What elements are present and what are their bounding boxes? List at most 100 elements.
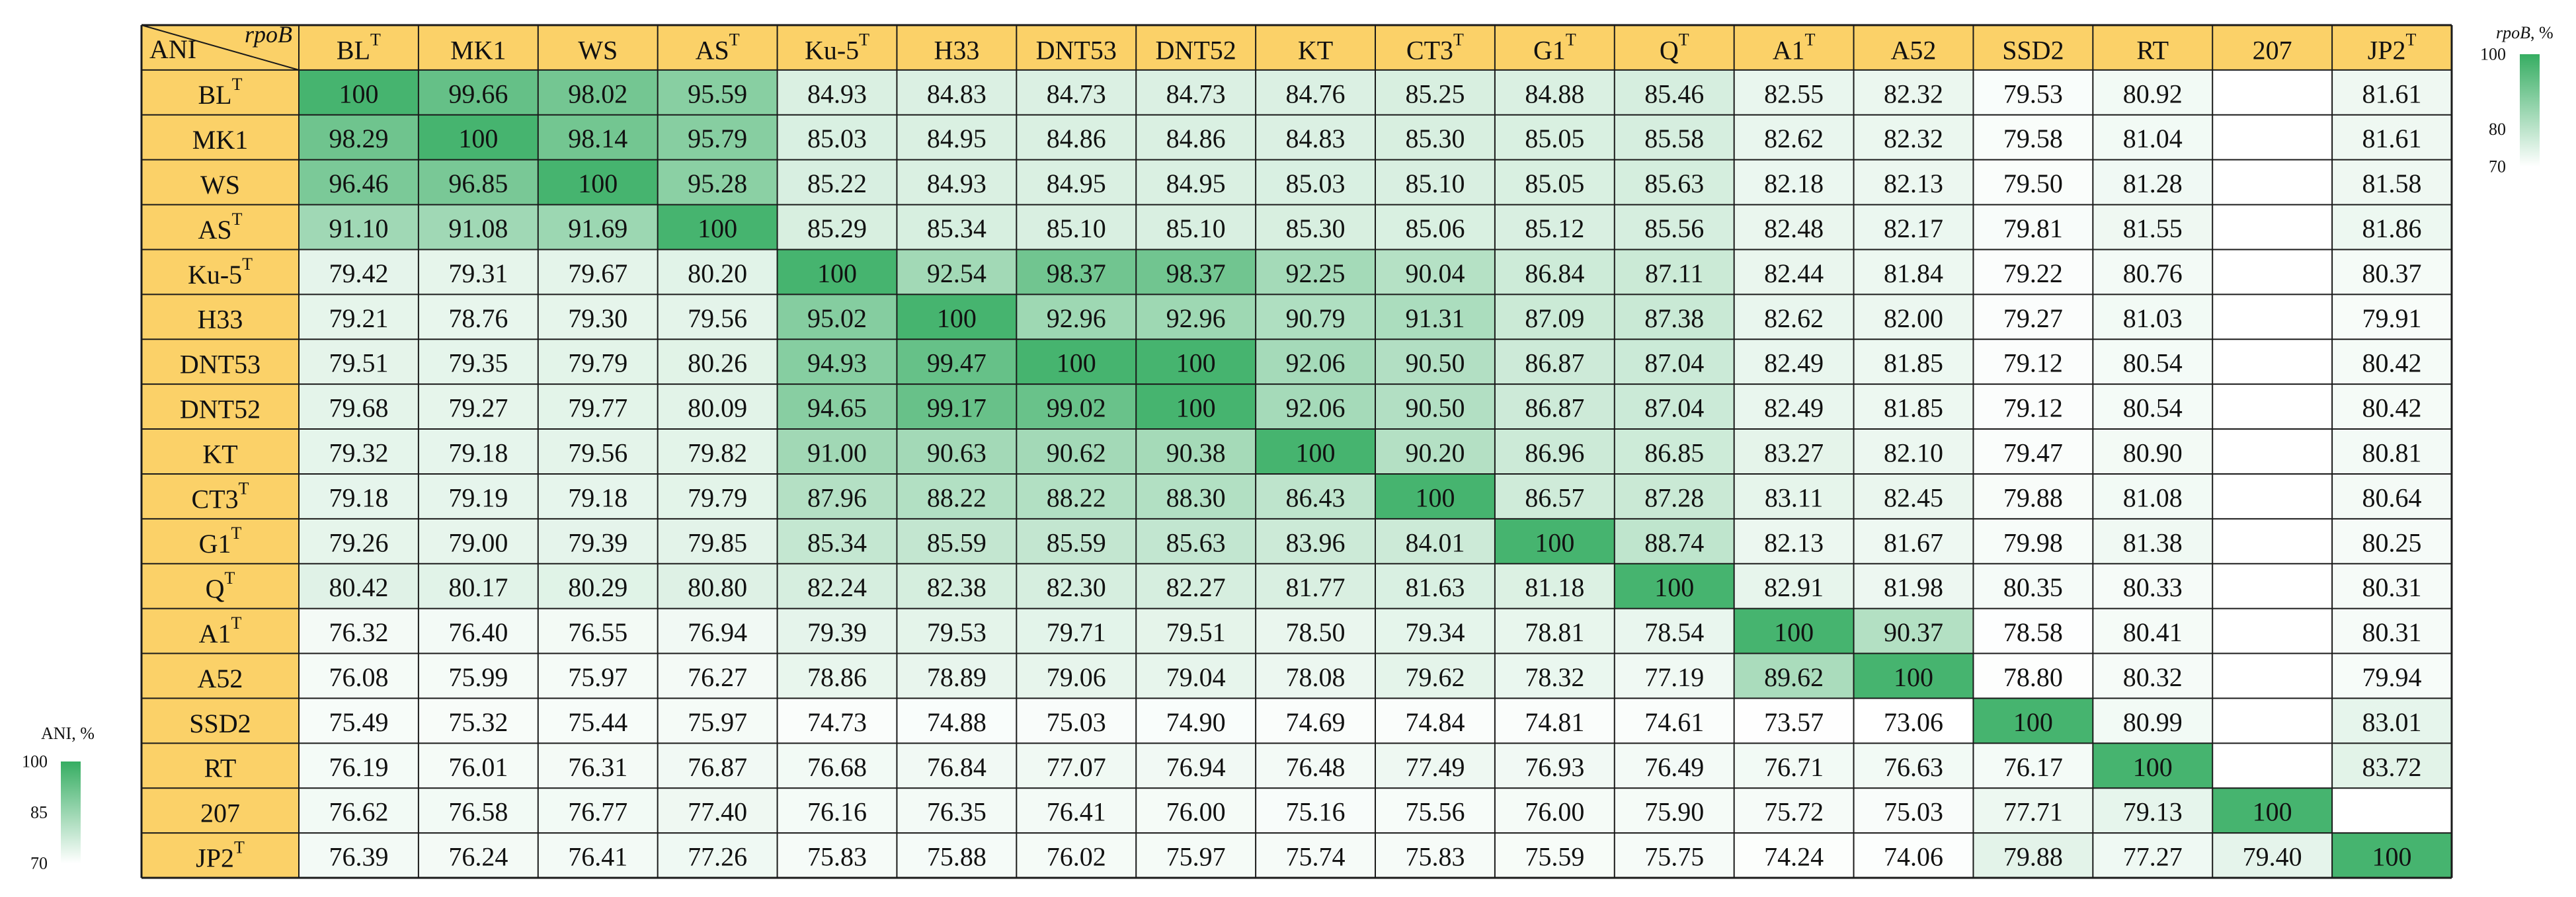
cell-value-label: 96.46 (329, 169, 388, 198)
heatmap-cell (2093, 698, 2213, 744)
row-header-h33: H33 (198, 304, 243, 334)
cell-value-label: 79.22 (2003, 258, 2063, 288)
cell-value-label: 82.13 (1764, 527, 1824, 557)
cell-value-label: 85.34 (807, 527, 867, 557)
cell-value-label: 85.10 (1166, 214, 1226, 243)
heatmap-cell (418, 563, 538, 609)
heatmap-cell (777, 249, 897, 295)
cell-value-label: 100 (339, 79, 378, 108)
cell-value-label: 87.09 (1525, 303, 1584, 333)
cell-value-label: 100 (698, 214, 737, 243)
cell-value-label: 79.67 (568, 258, 627, 288)
column-header-bl: BLT (337, 30, 381, 65)
heatmap-cell (1256, 204, 1375, 250)
cell-value-label: 84.88 (1525, 79, 1584, 108)
heatmap-cell (538, 563, 658, 609)
cell-value-label: 76.41 (1047, 797, 1106, 827)
heatmap-cell (1136, 114, 1256, 160)
heatmap-cell (1256, 563, 1375, 609)
heatmap-cell (1734, 294, 1854, 340)
cell-value-label: 80.20 (688, 258, 747, 288)
heatmap-cell (1136, 249, 1256, 295)
heatmap-cell (1016, 833, 1137, 878)
row-header-rt: RT (204, 753, 237, 783)
row-header-mk1: MK1 (192, 125, 248, 155)
heatmap-cell (418, 294, 538, 340)
heatmap-cell (418, 114, 538, 160)
cell-value-label: 74.73 (807, 707, 867, 737)
heatmap-cell (2332, 788, 2452, 834)
heatmap-cell (1256, 114, 1375, 160)
cell-value-label: 75.97 (688, 707, 747, 737)
heatmap-cell (1853, 788, 1974, 834)
cell-value-label: 100 (1415, 483, 1455, 512)
heatmap-cell (1973, 698, 2093, 744)
cell-value-label: 79.56 (688, 303, 747, 333)
heatmap-cell (538, 518, 658, 564)
heatmap-cell (1614, 339, 1734, 385)
heatmap-cell (299, 384, 419, 430)
heatmap-cell (2212, 788, 2333, 834)
cell-value-label: 85.03 (807, 124, 867, 153)
cell-value-label: 99.17 (927, 393, 986, 423)
column-header-ct3: CT3T (1406, 30, 1464, 65)
cell-value-label: 77.26 (688, 842, 747, 872)
cell-value-label: 87.11 (1645, 258, 1704, 288)
heatmap-cell (777, 743, 897, 789)
cell-value-label: 92.06 (1286, 348, 1346, 378)
heatmap-cell (1734, 743, 1854, 789)
heatmap-cell (1853, 294, 1974, 340)
heatmap-cell (2332, 384, 2452, 430)
cell-value-label: 79.27 (2003, 303, 2063, 333)
cell-value-label: 79.82 (688, 438, 747, 468)
heatmap-cell (299, 563, 419, 609)
heatmap-cell (1853, 653, 1974, 699)
cell-value-label: 80.76 (2123, 258, 2183, 288)
cell-value-label: 90.37 (1884, 617, 1943, 647)
cell-value-label: 79.51 (329, 348, 388, 378)
heatmap-cell (1853, 833, 1974, 878)
heatmap-cell (1614, 69, 1734, 115)
cell-value-label: 99.47 (927, 348, 986, 378)
cell-value-label: 81.85 (1884, 348, 1943, 378)
cell-value-label: 85.56 (1644, 214, 1704, 243)
heatmap-cell (657, 384, 778, 430)
heatmap-cell (1734, 653, 1854, 699)
heatmap-cell (2093, 429, 2213, 474)
cell-value-label: 76.35 (927, 797, 986, 827)
heatmap-cell (1973, 384, 2093, 430)
cell-value-label: 79.88 (2003, 842, 2063, 872)
cell-value-label: 98.14 (568, 124, 627, 153)
heatmap-cell (1734, 204, 1854, 250)
heatmap-cell (1614, 653, 1734, 699)
heatmap-cell (1853, 69, 1974, 115)
cell-value-label: 80.42 (329, 572, 388, 602)
cell-value-label: 100 (1296, 438, 1336, 468)
heatmap-cell (1136, 429, 1256, 474)
cell-value-label: 81.84 (1884, 258, 1943, 288)
row-header-ssd2: SSD2 (189, 708, 251, 738)
cell-value-label: 92.54 (927, 258, 986, 288)
heatmap-cell (1853, 608, 1974, 654)
heatmap-cell (2212, 204, 2333, 250)
cell-value-label: 78.86 (807, 662, 867, 692)
heatmap-cell (2212, 833, 2333, 878)
heatmap-cell (418, 249, 538, 295)
heatmap-cell (418, 788, 538, 834)
cell-value-label: 100 (1535, 527, 1574, 557)
cell-value-label: 80.35 (2003, 572, 2063, 602)
cell-value-label: 85.10 (1405, 169, 1465, 198)
heatmap-cell (1853, 114, 1974, 160)
heatmap-cell (1853, 159, 1974, 205)
heatmap-cell (2212, 384, 2333, 430)
heatmap-cell (1016, 69, 1137, 115)
cell-value-label: 77.49 (1405, 752, 1465, 782)
heatmap-cell (2212, 698, 2333, 744)
heatmap-cell (1016, 294, 1137, 340)
heatmap-cell (538, 114, 658, 160)
cell-value-label: 100 (2372, 842, 2412, 872)
cell-value-label: 75.03 (1884, 797, 1943, 827)
cell-value-label: 81.86 (2362, 214, 2422, 243)
heatmap-cell (2332, 743, 2452, 789)
heatmap-cell (2332, 204, 2452, 250)
